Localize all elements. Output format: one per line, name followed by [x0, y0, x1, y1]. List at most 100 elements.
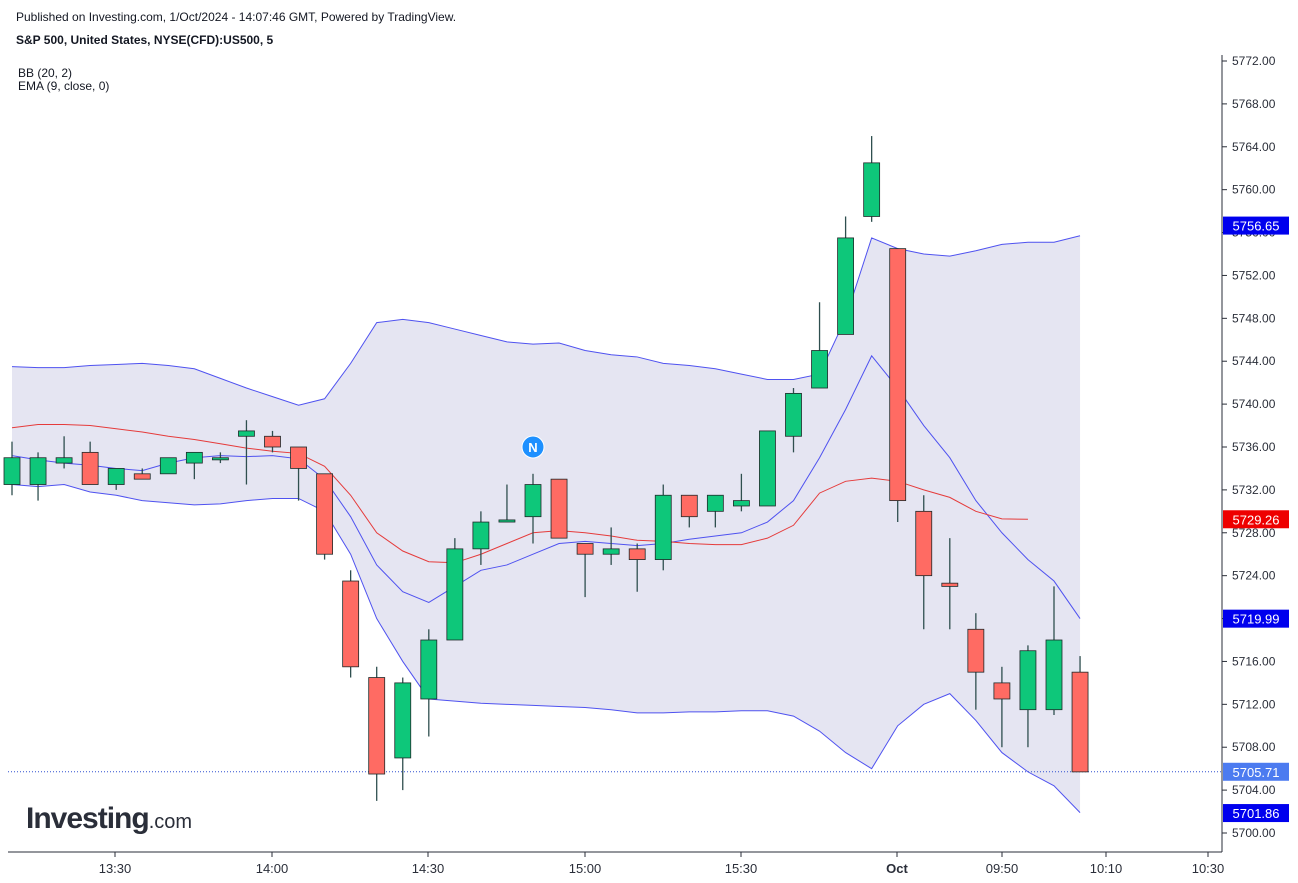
candle-body: [993, 682, 1011, 700]
candle-body: [680, 494, 698, 518]
candle: [472, 511, 490, 565]
candle: [29, 452, 47, 501]
candle: [264, 430, 281, 453]
x-tick-label: 09:50: [986, 861, 1019, 876]
candle-body: [316, 473, 334, 555]
y-tick-label: 5740.00: [1232, 397, 1276, 411]
candle: [941, 538, 959, 630]
candle-body: [576, 543, 594, 555]
x-tick-label: 10:30: [1192, 861, 1225, 876]
price-label-bg: [1223, 609, 1289, 628]
candle-body: [498, 519, 516, 523]
candle-body: [211, 457, 229, 461]
candle: [785, 388, 802, 453]
candle-body: [889, 248, 907, 502]
candle: [915, 495, 933, 630]
candle-body: [133, 473, 151, 480]
candle: [342, 570, 360, 678]
candle-body: [446, 548, 464, 641]
price-label-text: 5729.26: [1233, 512, 1280, 527]
price-label: 5756.65: [1223, 216, 1289, 235]
price-label: 5705.71: [1223, 762, 1289, 781]
candle-body: [55, 457, 73, 464]
candle: [602, 527, 620, 565]
candle-body: [941, 582, 959, 587]
candle-body: [368, 677, 386, 775]
candle: [889, 248, 907, 523]
price-label: 5729.26: [1223, 510, 1289, 529]
y-tick-label: 5712.00: [1232, 697, 1276, 711]
logo-brand: Investing: [26, 802, 150, 835]
y-tick-label: 5768.00: [1232, 97, 1276, 111]
candle: [654, 484, 672, 571]
candle: [993, 666, 1011, 748]
x-tick-label: 13:30: [99, 861, 132, 876]
candle-body: [811, 350, 828, 389]
candle: [185, 451, 203, 480]
indicator-bb-label[interactable]: BB (20, 2): [18, 66, 73, 80]
price-label-text: 5719.99: [1233, 612, 1280, 627]
candle: [133, 468, 151, 480]
candle-body: [837, 237, 854, 335]
candle-body: [420, 639, 438, 700]
y-tick-label: 5772.00: [1232, 54, 1276, 68]
candle: [967, 613, 985, 710]
y-tick-label: 5716.00: [1232, 654, 1276, 668]
candle: [107, 468, 125, 490]
candles: [3, 136, 1089, 801]
y-tick-label: 5748.00: [1232, 311, 1276, 325]
candle: [316, 473, 334, 560]
y-tick-label: 5704.00: [1232, 783, 1276, 797]
candle-body: [785, 392, 802, 437]
candle-body: [967, 628, 985, 673]
price-label-text: 5701.86: [1233, 806, 1280, 821]
candle: [238, 420, 255, 485]
candle: [837, 216, 854, 335]
x-tick-label: 15:30: [725, 861, 758, 876]
candle-body: [733, 500, 750, 507]
candle: [759, 430, 776, 507]
candle-body: [159, 457, 177, 475]
published-note: Published on Investing.com, 1/Oct/2024 -…: [16, 10, 457, 24]
price-label-text: 5756.65: [1233, 219, 1280, 234]
y-tick-label: 5700.00: [1232, 826, 1276, 840]
candle: [3, 441, 21, 496]
y-tick-label: 5736.00: [1232, 440, 1276, 454]
candle: [498, 484, 516, 523]
investing-logo: Investing.com: [26, 802, 192, 836]
price-label-bg: [1223, 762, 1289, 781]
y-tick-label: 5752.00: [1232, 268, 1276, 282]
y-tick-label: 5728.00: [1232, 526, 1276, 540]
candle-body: [1045, 639, 1063, 711]
candle-body: [706, 494, 724, 512]
candle: [446, 538, 464, 641]
x-tick-label: 15:00: [569, 861, 602, 876]
candle: [576, 543, 594, 598]
y-tick-label: 5744.00: [1232, 354, 1276, 368]
indicator-ema-label[interactable]: EMA (9, close, 0): [18, 79, 110, 93]
price-label: 5719.99: [1223, 609, 1289, 628]
candle: [81, 441, 99, 485]
candle-body: [107, 468, 125, 485]
candle-body: [264, 435, 281, 448]
candle: [524, 473, 542, 544]
candle: [1045, 586, 1063, 716]
candle: [368, 666, 386, 801]
candle: [290, 446, 307, 501]
candle: [159, 457, 177, 475]
candle-body: [472, 521, 490, 550]
candle: [211, 452, 229, 464]
candle-body: [1019, 650, 1037, 711]
news-marker-text: N: [528, 440, 537, 455]
price-labels: 5756.65 5729.26 5719.99 5705.71 5701.86: [1223, 216, 1289, 823]
symbol-title: S&P 500, United States, NYSE(CFD):US500,…: [16, 33, 274, 47]
candle-body: [1071, 671, 1089, 773]
candle: [1019, 645, 1037, 748]
x-tick-label: 10:10: [1090, 861, 1123, 876]
candle-body: [29, 457, 47, 485]
candle: [863, 136, 881, 222]
candle: [1071, 656, 1089, 773]
candle-body: [654, 494, 672, 560]
candle-body: [550, 478, 568, 539]
